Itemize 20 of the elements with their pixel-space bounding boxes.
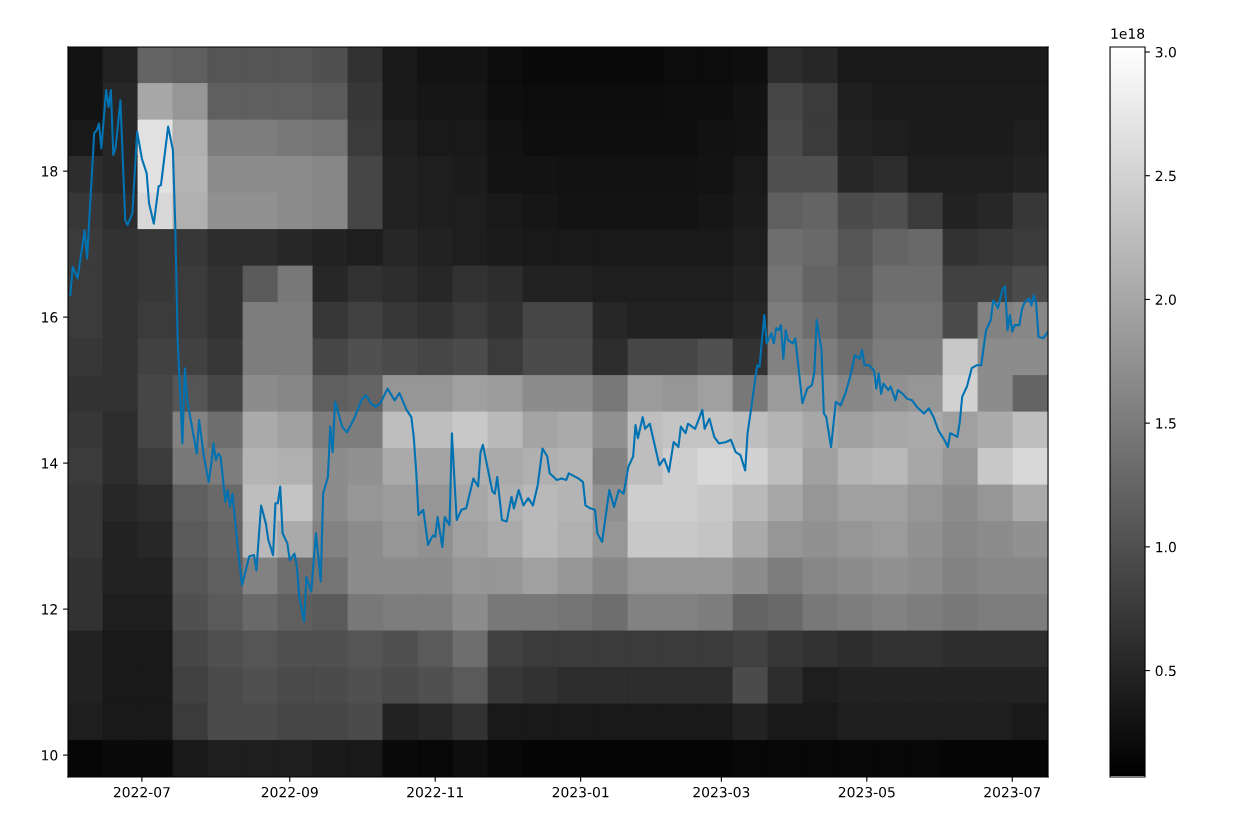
y-tick-label: 18 xyxy=(42,166,58,177)
x-tick-label: 2023-05 xyxy=(838,786,895,798)
color-bar-label: 2.5 xyxy=(1155,170,1176,182)
color-bar-label: 3.0 xyxy=(1155,46,1176,58)
color-bar-label: 2.0 xyxy=(1155,294,1176,305)
color-bar-title: 1e18 xyxy=(1111,28,1145,39)
x-tick-label: 2022-11 xyxy=(407,786,463,798)
color-bar-label: 1.0 xyxy=(1156,541,1176,553)
x-tick-label: 2023-03 xyxy=(693,786,750,798)
x-tick-label: 2022-09 xyxy=(261,786,318,798)
y-tick-label: 16 xyxy=(42,312,58,323)
x-tick-label: 2023-01 xyxy=(552,786,609,798)
y-tick-label: 10 xyxy=(42,750,58,761)
color-bar-label: 0.5 xyxy=(1155,665,1176,677)
x-tick-label: 2023-07 xyxy=(984,786,1041,798)
x-tick-label: 2022-07 xyxy=(113,786,170,798)
line-series xyxy=(69,89,1049,623)
y-tick-label: 14 xyxy=(42,458,58,469)
color-bar-label: 1.5 xyxy=(1156,418,1176,429)
y-tick-label: 12 xyxy=(42,604,57,615)
